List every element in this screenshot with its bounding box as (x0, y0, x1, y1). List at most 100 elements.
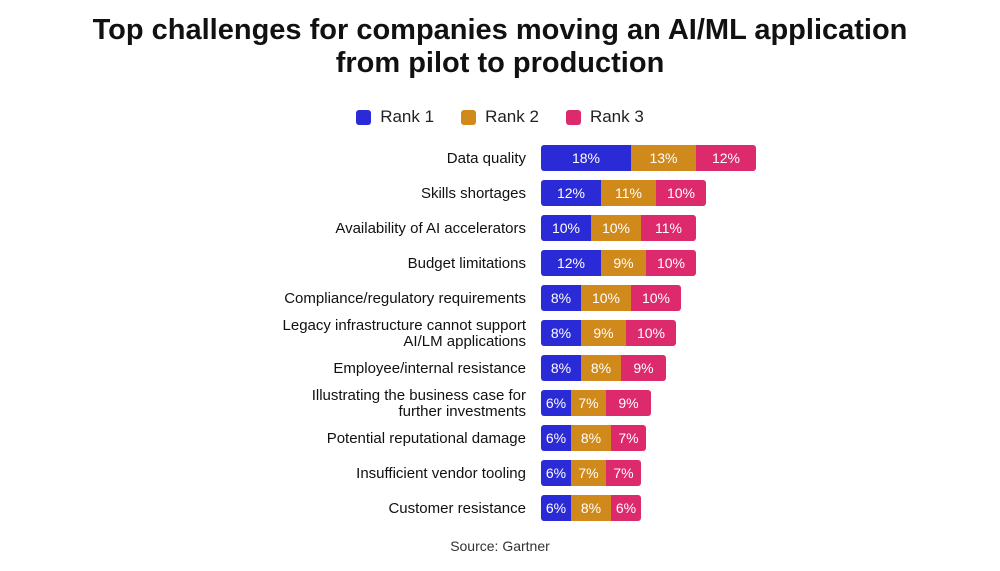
chart-title-line-1: Top challenges for companies moving an A… (92, 14, 908, 46)
value-label-rank-2: 8% (591, 360, 611, 376)
category-label: Legacy infrastructure cannot support AI/L… (283, 317, 527, 350)
bar-segment-rank-2 (581, 320, 626, 346)
category-label-line: further investments (398, 403, 526, 420)
legend-item-rank-3: Rank 3 (565, 107, 644, 127)
bar-row-availability-of-ai-accelerators: Availability of AI accelerators 10% 10% 11% (335, 215, 696, 241)
value-label-rank-3: 11% (655, 220, 682, 236)
legend-swatch-rank-2 (461, 109, 477, 125)
value-label-rank-1: 6% (546, 430, 566, 446)
bar-segments (541, 250, 696, 276)
value-label-rank-3: 9% (633, 360, 653, 376)
bar-segment-rank-2 (591, 215, 641, 241)
category-label-line: Budget limitations (408, 255, 526, 272)
value-label-rank-2: 10% (602, 220, 630, 236)
bar-row-employee-internal-resistance: Employee/internal resistance 8% 8% 9% (333, 355, 666, 381)
category-label: Compliance/regulatory requirements (284, 290, 526, 307)
bar-row-compliance-regulatory-requirements: Compliance/regulatory requirements 8% 10% 1… (284, 285, 681, 311)
legend-swatch-rank-3 (565, 109, 581, 125)
bar-segment-rank-1 (541, 390, 571, 416)
value-label-rank-2: 8% (581, 430, 601, 446)
category-label: Customer resistance (388, 500, 526, 517)
value-label-rank-1: 12% (557, 185, 585, 201)
value-label-rank-2: 9% (613, 255, 633, 271)
bar-segment-rank-1 (541, 320, 581, 346)
value-label-rank-2: 10% (592, 290, 620, 306)
value-label-rank-3: 9% (618, 395, 638, 411)
value-label-rank-2: 7% (578, 465, 598, 481)
category-label-line: Legacy infrastructure cannot support (283, 317, 527, 334)
value-label-rank-3: 10% (637, 325, 665, 341)
bar-segment-rank-3 (606, 390, 651, 416)
bar-segments (541, 180, 706, 206)
value-label-rank-3: 6% (616, 500, 636, 516)
value-label-rank-1: 12% (557, 255, 585, 271)
bar-segments (541, 355, 666, 381)
value-label-rank-3: 12% (712, 150, 740, 166)
category-label: Data quality (447, 150, 527, 167)
bar-segment-rank-1 (541, 425, 571, 451)
value-label-rank-3: 7% (613, 465, 633, 481)
bar-segment-rank-2 (631, 145, 696, 171)
value-label-rank-2: 8% (581, 500, 601, 516)
bar-segment-rank-1 (541, 215, 591, 241)
bar-segments (541, 320, 676, 346)
category-label: Potential reputational damage (327, 430, 526, 447)
bar-segment-rank-2 (571, 495, 611, 521)
bar-row-insufficient-vendor-tooling: Insufficient vendor tooling 6% 7% 7% (356, 460, 641, 486)
bar-segment-rank-1 (541, 250, 601, 276)
value-label-rank-1: 6% (546, 395, 566, 411)
category-label-line: AI/LM applications (403, 333, 526, 350)
value-label-rank-1: 6% (546, 465, 566, 481)
value-label-rank-2: 11% (615, 185, 642, 201)
value-label-rank-3: 10% (657, 255, 685, 271)
bar-segment-rank-3 (631, 285, 681, 311)
category-label: Availability of AI accelerators (335, 220, 526, 237)
bar-row-budget-limitations: Budget limitations 12% 9% 10% (408, 250, 696, 276)
bar-segments (541, 495, 641, 521)
category-label: Skills shortages (421, 185, 526, 202)
value-label-rank-1: 6% (546, 500, 566, 516)
bar-row-customer-resistance: Customer resistance 6% 8% 6% (388, 495, 641, 521)
value-label-rank-1: 8% (551, 290, 571, 306)
bar-segment-rank-3 (641, 215, 696, 241)
bar-segments (541, 460, 641, 486)
category-label-line: Compliance/regulatory requirements (284, 290, 526, 307)
bar-segment-rank-3 (606, 460, 641, 486)
value-label-rank-3: 10% (667, 185, 695, 201)
category-label-line: Customer resistance (388, 500, 526, 517)
bar-segment-rank-3 (626, 320, 676, 346)
bar-row-potential-reputational-damage: Potential reputational damage 6% 8% 7% (327, 425, 646, 451)
category-label-line: Employee/internal resistance (333, 360, 526, 377)
legend-label-rank-3: Rank 3 (589, 107, 644, 126)
legend-label-rank-1: Rank 1 (380, 107, 435, 126)
category-label: Budget limitations (408, 255, 526, 272)
legend-item-rank-1: Rank 1 (356, 107, 434, 127)
bar-segment-rank-3 (611, 495, 641, 521)
legend: Rank 1 Rank 2 Rank 3 (0, 107, 1000, 127)
bar-segments (541, 285, 681, 311)
bar-segment-rank-2 (581, 355, 621, 381)
value-label-rank-2: 7% (578, 395, 598, 411)
category-label-line: Illustrating the business case for (312, 387, 526, 404)
bar-row-data-quality: Data quality 18% 13% 12% (447, 145, 756, 171)
value-label-rank-1: 10% (552, 220, 580, 236)
chart-title: Top challenges for companies moving an A… (0, 14, 1000, 80)
category-label-line: Insufficient vendor tooling (356, 465, 526, 482)
value-label-rank-3: 7% (618, 430, 638, 446)
category-label: Illustrating the business case for furthe… (312, 387, 526, 420)
legend-label-rank-2: Rank 2 (485, 107, 539, 126)
value-label-rank-3: 10% (642, 290, 670, 306)
bar-segments (541, 425, 646, 451)
bar-segment-rank-2 (581, 285, 631, 311)
category-label-line: Data quality (447, 150, 527, 167)
category-label: Insufficient vendor tooling (356, 465, 526, 482)
bar-segment-rank-3 (656, 180, 706, 206)
bar-segment-rank-3 (611, 425, 646, 451)
source-note: Source: Gartner (450, 538, 550, 554)
bar-row-legacy-infrastructure-cannot-support-ai-lm-applications: Legacy infrastructure cannot support AI/L… (283, 317, 676, 350)
legend-swatch-rank-1 (356, 109, 372, 125)
bar-segment-rank-2 (571, 460, 606, 486)
bar-segment-rank-2 (571, 390, 606, 416)
bar-segment-rank-2 (601, 180, 656, 206)
